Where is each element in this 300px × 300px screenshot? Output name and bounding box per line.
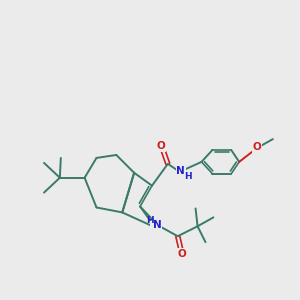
Text: O: O — [177, 249, 186, 259]
Text: O: O — [157, 141, 165, 151]
Text: O: O — [253, 142, 261, 152]
Text: N: N — [153, 220, 161, 230]
Text: H: H — [184, 172, 191, 181]
Text: N: N — [176, 166, 185, 176]
Text: S: S — [151, 222, 159, 232]
Text: H: H — [146, 216, 154, 225]
